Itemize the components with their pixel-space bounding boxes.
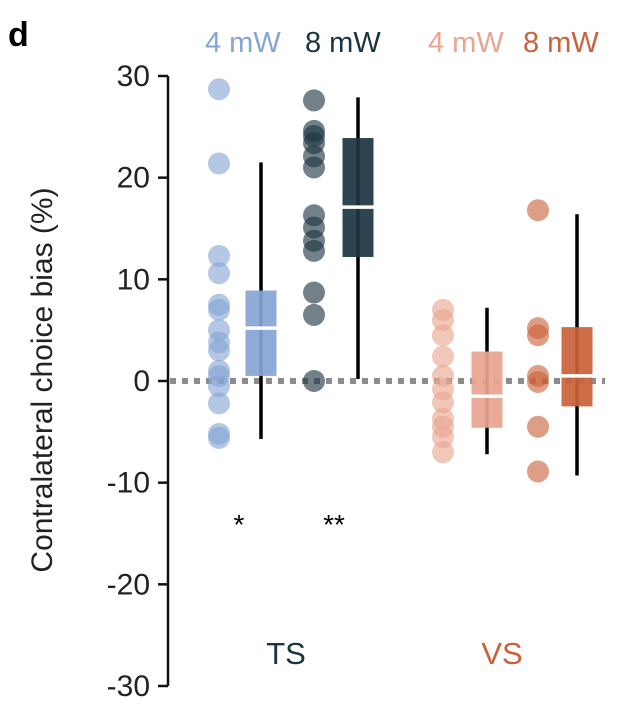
plot-marks (208, 78, 593, 483)
ts-8-mw-data-point (303, 370, 325, 392)
y-tick-label: -20 (107, 568, 150, 601)
vs-4-mw-data-point (432, 391, 454, 414)
ts-4-mw-data-point (208, 78, 230, 101)
vs-8-mw-series (527, 199, 593, 483)
y-tick-label: 20 (117, 162, 150, 195)
ts-4-mw-data-point (208, 244, 230, 267)
y-tick-label: -30 (107, 670, 150, 703)
legend-entry-vs-4-mw: 4 mW (428, 27, 504, 59)
ts-4-mw-data-point (208, 152, 230, 175)
y-tick-label: 30 (117, 60, 150, 93)
legend-entry-ts-8-mw: 8 mW (305, 27, 381, 59)
vs-4-mw-series (432, 298, 503, 464)
vs-4-mw-box (471, 351, 503, 428)
vs-8-mw-data-point (527, 460, 549, 483)
legend: 4 mW 8 mW 4 mW 8 mW (205, 27, 599, 59)
ts-4-mw-data-point (208, 426, 230, 449)
ts-4-mw-data-point (208, 392, 230, 415)
y-axis-label: Contralateral choice bias (%) (26, 187, 59, 572)
legend-entry-vs-8-mw: 8 mW (523, 27, 599, 59)
group-label-ts: TS (266, 636, 306, 671)
vs-4-mw-data-point (432, 441, 454, 464)
vs-8-mw-data-point (527, 324, 549, 347)
legend-entry-ts-4-mw: 4 mW (205, 27, 281, 59)
y-tick-label: 0 (133, 365, 150, 398)
ts-4-mw-data-point (208, 375, 230, 398)
vs-8-mw-data-point (527, 199, 549, 222)
ts-4-mw-box (245, 290, 277, 376)
group-labels: TS VS (266, 636, 522, 671)
ts-8-mw-data-point (303, 281, 325, 304)
ts-4-mw-data-point (208, 339, 230, 362)
ts-4-mw-data-point (208, 298, 230, 321)
vs-4-mw-data-point (432, 425, 454, 448)
ts-8-mw-series (303, 89, 374, 392)
ts-8-mw-data-point (303, 156, 325, 179)
significance-marker: ** (323, 509, 345, 540)
ts-8-mw-data-point (303, 303, 325, 326)
vs-8-mw-box (561, 327, 593, 407)
vs-4-mw-data-point (432, 345, 454, 368)
y-tick-label: 10 (117, 263, 150, 296)
y-axis: 30 20 10 0 -10 -20 -30 (107, 60, 170, 703)
vs-8-mw-data-point (527, 415, 549, 438)
ts-4-mw-series (208, 78, 277, 449)
ts-4-mw-data-point (208, 262, 230, 285)
significance-marker: * (234, 509, 245, 540)
vs-4-mw-data-point (432, 324, 454, 347)
ts-8-mw-data-point (303, 239, 325, 262)
ts-8-mw-data-point (303, 89, 325, 112)
vs-8-mw-data-point (527, 371, 549, 394)
group-label-vs: VS (481, 636, 522, 671)
significance-markers: * ** (234, 509, 345, 540)
ts-8-mw-box (342, 138, 374, 257)
vs-4-mw-data-point (432, 309, 454, 331)
y-tick-label: -10 (107, 467, 150, 500)
panel-label: d (8, 16, 29, 54)
